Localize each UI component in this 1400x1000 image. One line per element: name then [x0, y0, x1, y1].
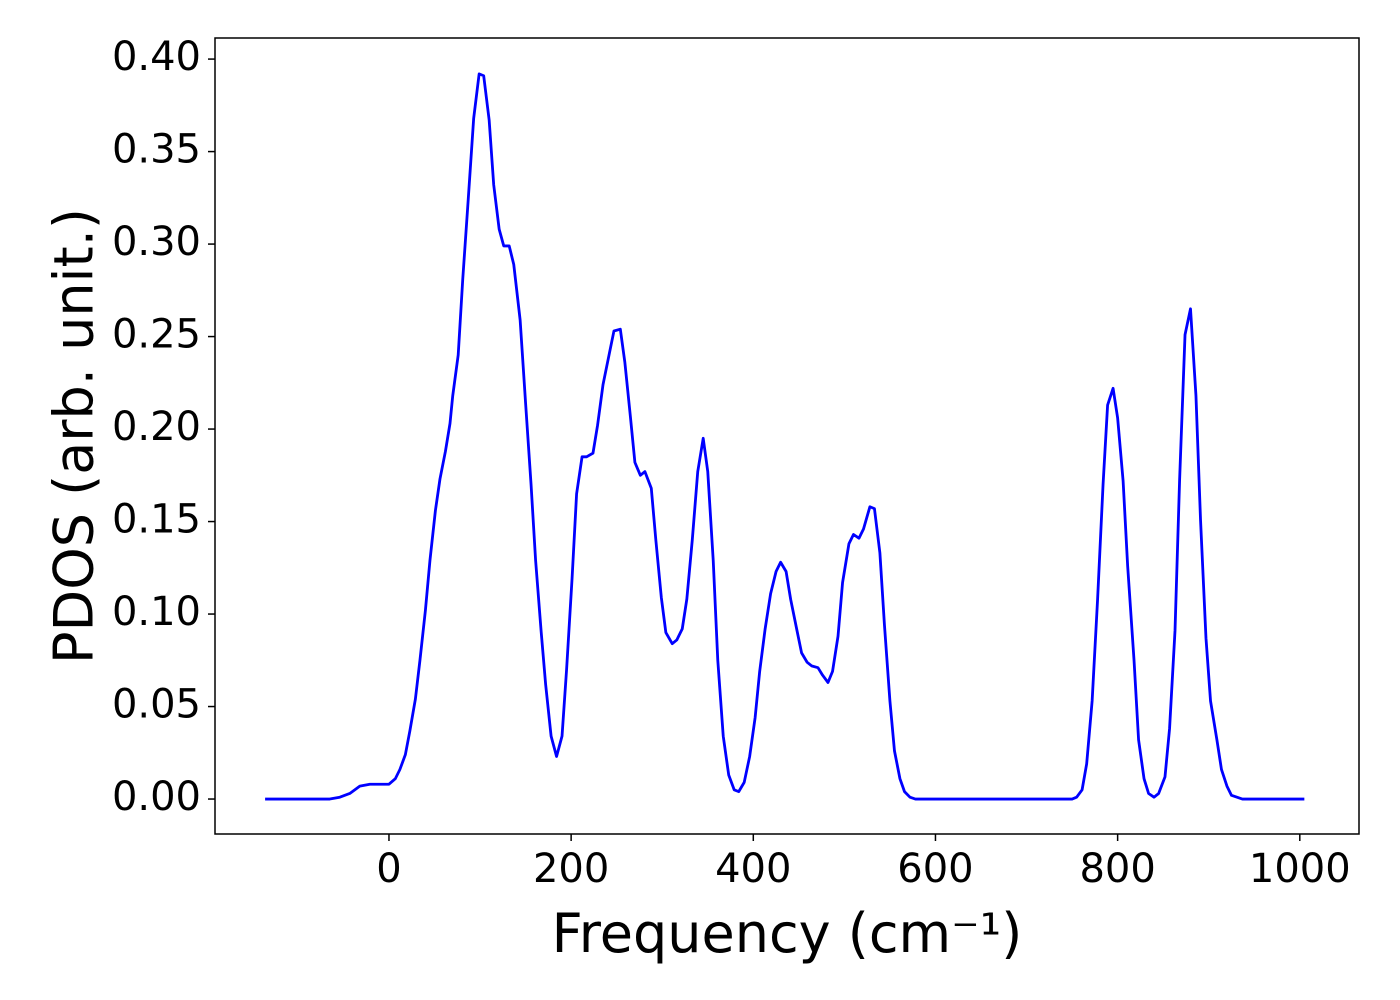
y-tick-label: 0.05 [112, 682, 201, 728]
y-tick-label: 0.20 [112, 404, 201, 450]
x-tick-label: 0 [376, 846, 401, 892]
y-tick-label: 0.15 [112, 497, 201, 543]
y-tick-label: 0.00 [112, 774, 201, 820]
y-tick-label: 0.25 [112, 312, 201, 358]
x-tick-label: 600 [897, 846, 973, 892]
x-tick-label: 800 [1079, 846, 1155, 892]
x-axis-label: Frequency (cm⁻¹) [552, 902, 1023, 965]
y-axis-label: PDOS (arb. unit.) [43, 208, 106, 664]
plot-frame [214, 37, 1360, 835]
x-tick-label: 400 [715, 846, 791, 892]
y-tick-label: 0.35 [112, 127, 201, 173]
y-tick-label: 0.40 [112, 34, 201, 80]
data-line [265, 72, 1305, 801]
x-tick-label: 200 [533, 846, 609, 892]
y-tick-label: 0.30 [112, 219, 201, 265]
x-tick-label: 1000 [1249, 846, 1351, 892]
y-tick-label: 0.10 [112, 589, 201, 635]
